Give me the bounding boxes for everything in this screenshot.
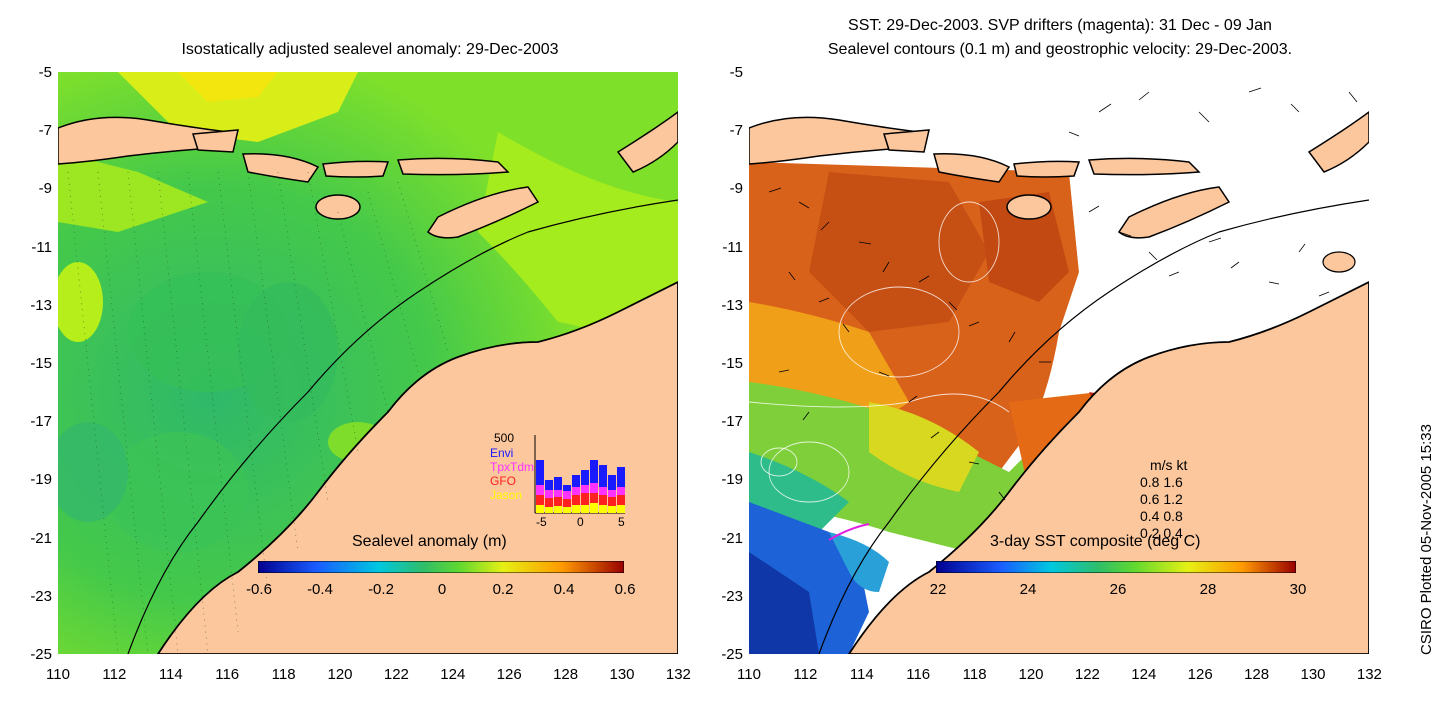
- left-colorbar: [258, 561, 624, 573]
- right-y-tick: -25: [721, 646, 743, 663]
- left-x-tick: 130: [609, 666, 635, 683]
- left-y-tick: -25: [30, 646, 52, 663]
- left-y-tick: -19: [30, 471, 52, 489]
- left-colorbar-tick: -0.2: [368, 581, 394, 598]
- left-x-tick: 120: [327, 666, 353, 683]
- left-x-tick: 118: [271, 666, 296, 683]
- velocity-legend-header: m/s kt: [1150, 457, 1188, 473]
- left-colorbar-tick: 0.4: [553, 581, 575, 598]
- left-colorbar-tick: -0.4: [307, 581, 333, 598]
- right-colorbar-tick: 22: [929, 581, 947, 598]
- histogram-bars: [536, 460, 625, 513]
- left-y-tick: -13: [30, 296, 52, 314]
- histogram-legend-item: TpxTdm: [490, 460, 535, 474]
- left-y-tick: -15: [30, 355, 52, 372]
- left-y-tick: -9: [38, 180, 52, 198]
- right-y-tick: -11: [722, 238, 743, 256]
- left-x-tick: 112: [102, 666, 127, 683]
- right-x-tick: 120: [1018, 666, 1044, 683]
- right-colorbar-tick: 24: [1019, 581, 1037, 598]
- velocity-legend-row: 0.2 0.4: [1140, 525, 1183, 541]
- drifter-track: [828, 523, 870, 541]
- left-colorbar-tick: 0.6: [614, 581, 636, 598]
- histogram-legend-item: Jason: [490, 488, 523, 502]
- histogram-max-label: 500: [494, 431, 515, 445]
- right-x-tick: 130: [1300, 666, 1326, 683]
- left-panel-title: Isostatically adjusted sealevel anomaly:…: [181, 41, 559, 58]
- left-y-tick: -5: [38, 64, 52, 81]
- histogram-x-tick: 5: [618, 515, 625, 529]
- right-x-tick: 128: [1244, 666, 1270, 683]
- right-colorbar-label: 3-day SST composite (deg C): [990, 533, 1201, 550]
- left-colorbar-label: Sealevel anomaly (m): [352, 533, 507, 550]
- right-x-tick: 116: [906, 666, 931, 683]
- left-colorbar-tick: -0.6: [246, 581, 272, 598]
- left-x-tick: 122: [383, 666, 409, 683]
- velocity-arrows: [768, 87, 1358, 501]
- plot-timestamp: CSIRO Plotted 05-Nov-2005 15:33: [1418, 424, 1435, 655]
- right-y-tick: -5: [729, 64, 743, 81]
- right-panel-title-line2: Sealevel contours (0.1 m) and geostrophi…: [827, 41, 1293, 58]
- right-x-tick: 124: [1131, 666, 1157, 683]
- histogram-legend-item: GFO: [490, 474, 516, 488]
- right-y-tick: -19: [721, 471, 743, 489]
- right-y-tick: -7: [729, 122, 743, 140]
- left-x-tick: 114: [158, 666, 183, 683]
- left-x-tick: 126: [496, 666, 522, 683]
- left-y-tick: -17: [30, 413, 52, 431]
- right-y-tick: -13: [721, 296, 743, 314]
- right-y-tick: -9: [729, 180, 743, 198]
- right-colorbar: [936, 561, 1296, 573]
- velocity-legend-row: 0.8 1.6: [1140, 474, 1183, 490]
- left-y-tick: -21: [30, 529, 52, 547]
- right-y-tick: -21: [721, 529, 743, 547]
- left-y-tick: -11: [31, 238, 52, 256]
- right-y-tick: -15: [721, 355, 743, 372]
- left-y-tick: -23: [30, 587, 52, 605]
- velocity-legend-row: 0.6 1.2: [1140, 491, 1183, 507]
- right-colorbar-tick: 28: [1199, 581, 1217, 598]
- right-x-tick: 110: [737, 666, 761, 683]
- left-x-tick: 116: [215, 666, 240, 683]
- velocity-legend-row: 0.4 0.8: [1140, 508, 1183, 524]
- right-colorbar-tick: 30: [1289, 581, 1307, 598]
- right-y-tick: -23: [721, 587, 743, 605]
- left-colorbar-tick: 0: [437, 581, 447, 598]
- right-x-tick: 126: [1187, 666, 1213, 683]
- right-x-tick: 132: [1356, 666, 1382, 683]
- right-y-tick: -17: [721, 413, 743, 431]
- right-colorbar-tick: 26: [1109, 581, 1127, 598]
- left-x-tick: 132: [665, 666, 691, 683]
- histogram-legend-item: Envi: [490, 446, 514, 460]
- right-panel-title-line1: SST: 29-Dec-2003. SVP drifters (magenta)…: [848, 17, 1272, 34]
- right-x-tick: 122: [1074, 666, 1100, 683]
- left-x-tick: 128: [553, 666, 579, 683]
- right-x-tick: 114: [849, 666, 874, 683]
- left-colorbar-tick: 0.2: [492, 581, 514, 598]
- histogram-chart: [534, 435, 625, 514]
- left-x-tick: 124: [440, 666, 466, 683]
- left-x-tick: 110: [46, 666, 70, 683]
- right-x-tick: 112: [793, 666, 818, 683]
- histogram-x-tick: 0: [577, 515, 584, 529]
- left-y-tick: -7: [38, 122, 52, 140]
- histogram-x-tick: -5: [536, 515, 547, 529]
- right-x-tick: 118: [962, 666, 987, 683]
